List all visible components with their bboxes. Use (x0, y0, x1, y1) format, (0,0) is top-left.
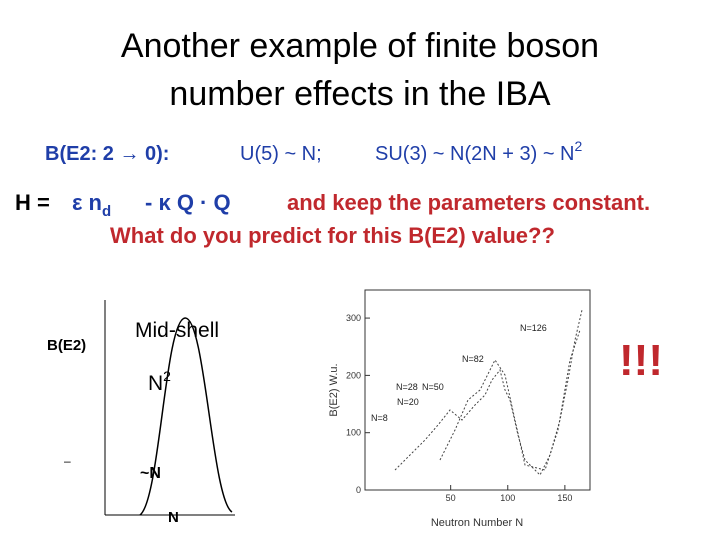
sketch-label: B(E2) (47, 337, 86, 354)
y-tick-label: 200 (346, 370, 361, 380)
rule-label: B(E2: 2 → 0): (45, 143, 169, 165)
note: and keep the parameters constant. (287, 190, 650, 215)
x-tick-label: 50 (446, 493, 456, 503)
rule-su3: SU(3) ~ N(2N + 3) ~ N2 (375, 138, 583, 165)
sup: 2 (163, 368, 171, 384)
h-term: - κ Q · Q (145, 190, 231, 215)
sup: 2 (575, 138, 583, 154)
data-trace (439, 329, 581, 471)
sub: d (102, 203, 111, 220)
y-tick-label: 300 (346, 313, 361, 323)
h-term-text: ε n (72, 190, 102, 215)
sketch-label: Mid-shell (135, 319, 219, 342)
plot-frame (364, 289, 591, 491)
question: What do you predict for this B(E2) value… (110, 223, 555, 248)
sketch-label: ~N (140, 465, 161, 482)
data-trace (394, 309, 583, 476)
annotation: N=82 (462, 354, 484, 364)
sketch-peak: N (148, 372, 163, 395)
plot: !!! 0 100 200 300 50 100 150 Neutron Number N B(… (328, 289, 663, 529)
x-tick-label: 150 (557, 493, 572, 503)
h-term: ε nd (72, 190, 111, 220)
sketch-label: N2 (148, 368, 171, 395)
x-tick-label: 100 (500, 493, 515, 503)
annotation: N=20 (397, 397, 419, 407)
h-label: H = (15, 190, 50, 215)
sketch-tick: – (64, 454, 71, 468)
title: Another example of finite boson (121, 27, 599, 65)
rule-u5: U(5) ~ N; (240, 143, 322, 165)
annotation: N=50 (422, 382, 444, 392)
y-tick-label: 100 (346, 428, 361, 438)
exclaim: !!! (619, 336, 663, 385)
title: number effects in the IBA (169, 75, 550, 113)
bell-curve (139, 317, 233, 516)
y-axis-label: B(E2) W.u. (328, 363, 340, 416)
x-axis-label: Neutron Number N (431, 517, 523, 529)
annotation: N=28 (396, 382, 418, 392)
annotation: N=8 (371, 413, 388, 423)
annotation: N=126 (520, 323, 547, 333)
sketch-label: N (168, 509, 179, 526)
y-tick-label: 0 (356, 485, 361, 495)
rule-su3-text: SU(3) ~ N(2N + 3) ~ N (375, 143, 575, 165)
